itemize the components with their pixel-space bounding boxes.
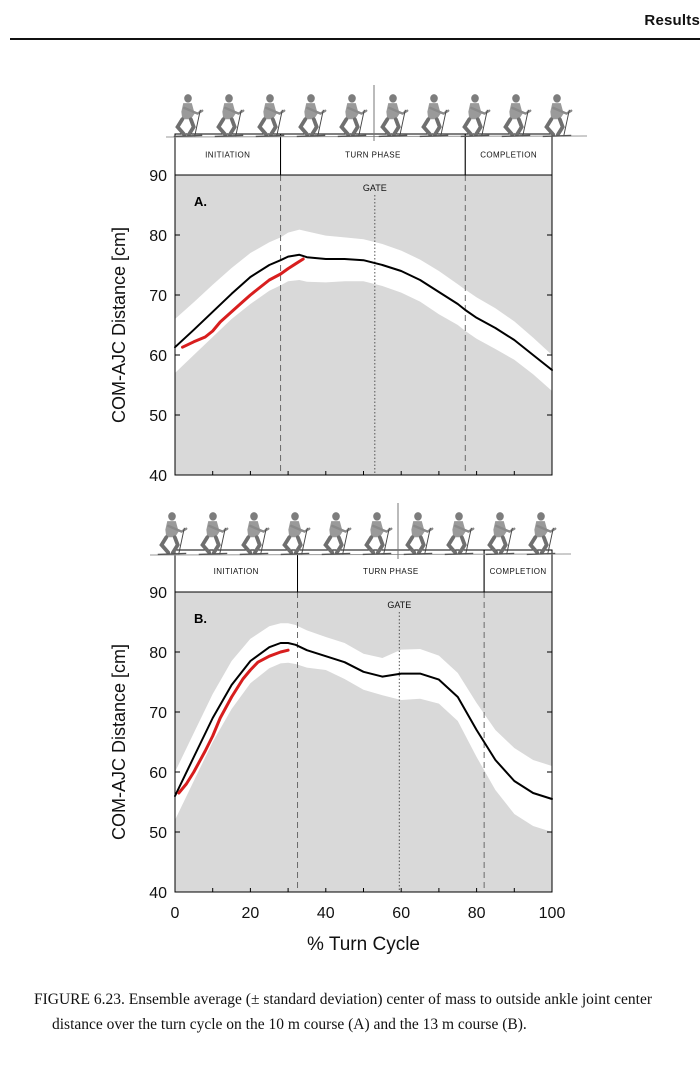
y-tick-label: 60 xyxy=(149,348,167,365)
mean-line xyxy=(174,642,553,800)
y-tick-label: 80 xyxy=(149,645,167,662)
y-tick-label: 40 xyxy=(149,468,167,485)
skier-figure-icon xyxy=(499,92,533,139)
x-axis-label: % Turn Cycle xyxy=(307,934,420,955)
plot-frame xyxy=(174,174,553,476)
skier-figure-icon xyxy=(524,510,558,557)
panel-label: B. xyxy=(194,611,207,626)
phase-label: TURN PHASE xyxy=(345,151,401,160)
phase-label: TURN PHASE xyxy=(363,567,419,576)
x-tick-label: 60 xyxy=(392,905,410,922)
skier-sequence-a xyxy=(165,85,588,141)
y-tick-label: 40 xyxy=(149,885,167,902)
phase-box xyxy=(174,549,299,593)
x-tick-label: 40 xyxy=(317,905,335,922)
panel-a: INITIATION TURN PHASE COMPLETION GATE A. 40 50… xyxy=(109,133,553,485)
skier-figure-icon xyxy=(458,92,492,139)
phase-box xyxy=(464,133,553,176)
skier-figure-icon xyxy=(171,92,205,139)
phase-label: INITIATION xyxy=(205,151,250,160)
phase-label: COMPLETION xyxy=(480,151,537,160)
y-tick-label: 60 xyxy=(149,765,167,782)
gate-label: GATE xyxy=(363,183,387,193)
skier-figure-icon xyxy=(335,92,369,139)
figure-6-23: INITIATION TURN PHASE COMPLETION GATE A. 40 50… xyxy=(109,85,588,955)
phase-box xyxy=(483,549,553,593)
gate-label: GATE xyxy=(387,600,411,610)
highlight-line xyxy=(177,648,290,795)
phase-box xyxy=(297,549,485,593)
x-tick-label: 100 xyxy=(539,905,566,922)
skier-figure-icon xyxy=(319,510,353,557)
sd-band xyxy=(175,623,552,832)
x-tick-label: 20 xyxy=(242,905,260,922)
y-tick-label: 70 xyxy=(149,288,167,305)
y-tick-label: 90 xyxy=(149,585,167,602)
y-axis-label: COM-AJC Distance [cm] xyxy=(109,644,129,840)
phase-box xyxy=(174,133,282,176)
x-tick-label: 80 xyxy=(468,905,486,922)
y-tick-label: 70 xyxy=(149,705,167,722)
mean-line xyxy=(174,253,553,371)
skier-figure-icon xyxy=(442,510,476,557)
skier-figure-icon xyxy=(360,510,394,557)
y-tick-label: 90 xyxy=(149,168,167,185)
skier-figure-icon xyxy=(540,92,574,139)
panel-label: A. xyxy=(194,194,207,209)
skier-figure-icon xyxy=(155,510,189,557)
x-tick-label: 0 xyxy=(171,905,180,922)
running-header: Results xyxy=(10,0,700,40)
y-tick-label: 50 xyxy=(149,825,167,842)
caption-text: FIGURE 6.23. Ensemble average (± standar… xyxy=(34,991,652,1033)
phase-label: INITIATION xyxy=(214,567,259,576)
skier-figure-icon xyxy=(196,510,230,557)
y-axis-label: COM-AJC Distance [cm] xyxy=(109,227,129,423)
plot-frame xyxy=(174,591,553,893)
skier-figure-icon xyxy=(294,92,328,139)
skier-figure-icon xyxy=(212,92,246,139)
sd-band xyxy=(175,229,552,391)
panel-b: INITIATION TURN PHASE COMPLETION GATE B. 40 50… xyxy=(109,549,566,955)
skier-figure-icon xyxy=(483,510,517,557)
phase-label: COMPLETION xyxy=(490,567,547,576)
skier-figure-icon xyxy=(417,92,451,139)
y-tick-label: 50 xyxy=(149,408,167,425)
skier-figure-icon xyxy=(401,510,435,557)
figure-caption: FIGURE 6.23. Ensemble average (± standar… xyxy=(34,987,684,1037)
skier-figure-icon xyxy=(278,510,312,557)
skier-sequence-b xyxy=(149,503,572,559)
phase-box xyxy=(280,133,466,176)
skier-figure-icon xyxy=(376,92,410,139)
y-tick-label: 80 xyxy=(149,228,167,245)
highlight-line xyxy=(181,257,305,349)
skier-figure-icon xyxy=(253,92,287,139)
skier-figure-icon xyxy=(237,510,271,557)
section-title: Results xyxy=(644,12,700,29)
